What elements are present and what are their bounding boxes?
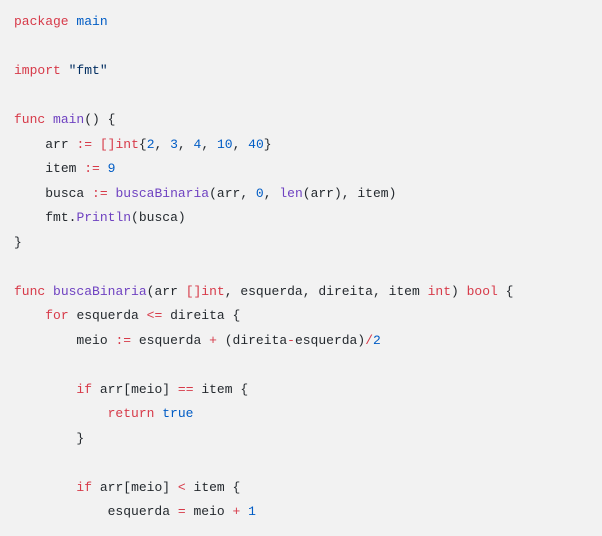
keyword-for: for [45,308,68,323]
function-len: len [279,186,302,201]
identifier-main: main [76,14,107,29]
type-bool: bool [467,284,498,299]
number-2: 2 [147,137,155,152]
number-0: 0 [256,186,264,201]
keyword-import: import [14,63,61,78]
number-40: 40 [248,137,264,152]
identifier-item: item [45,161,76,176]
number-3: 3 [170,137,178,152]
number-10: 10 [217,137,233,152]
identifier-arr: arr [45,137,68,152]
string-fmt: "fmt" [69,63,108,78]
operator-decl: := [92,186,108,201]
keyword-func: func [14,112,45,127]
function-buscaBinaria-def: buscaBinaria [53,284,147,299]
function-buscaBinaria-call: buscaBinaria [115,186,209,201]
keyword-if: if [76,382,92,397]
number-9: 9 [108,161,116,176]
number-4: 4 [194,137,202,152]
number-1: 1 [248,504,256,519]
operator-decl: := [84,161,100,176]
identifier-meio: meio [76,333,107,348]
identifier-fmt: fmt [45,210,68,225]
identifier-busca: busca [45,186,84,201]
keyword-if: if [76,480,92,495]
keyword-package: package [14,14,69,29]
type-int: int [428,284,451,299]
function-Println: Println [76,210,131,225]
operator-decl: := [76,137,92,152]
code-block: package main import "fmt" func main() { … [14,10,588,525]
keyword-func: func [14,284,45,299]
function-main: main [53,112,84,127]
keyword-return: return [108,406,155,421]
number-div2: 2 [373,333,381,348]
boolean-true: true [162,406,193,421]
type-int-slice: []int [100,137,139,152]
